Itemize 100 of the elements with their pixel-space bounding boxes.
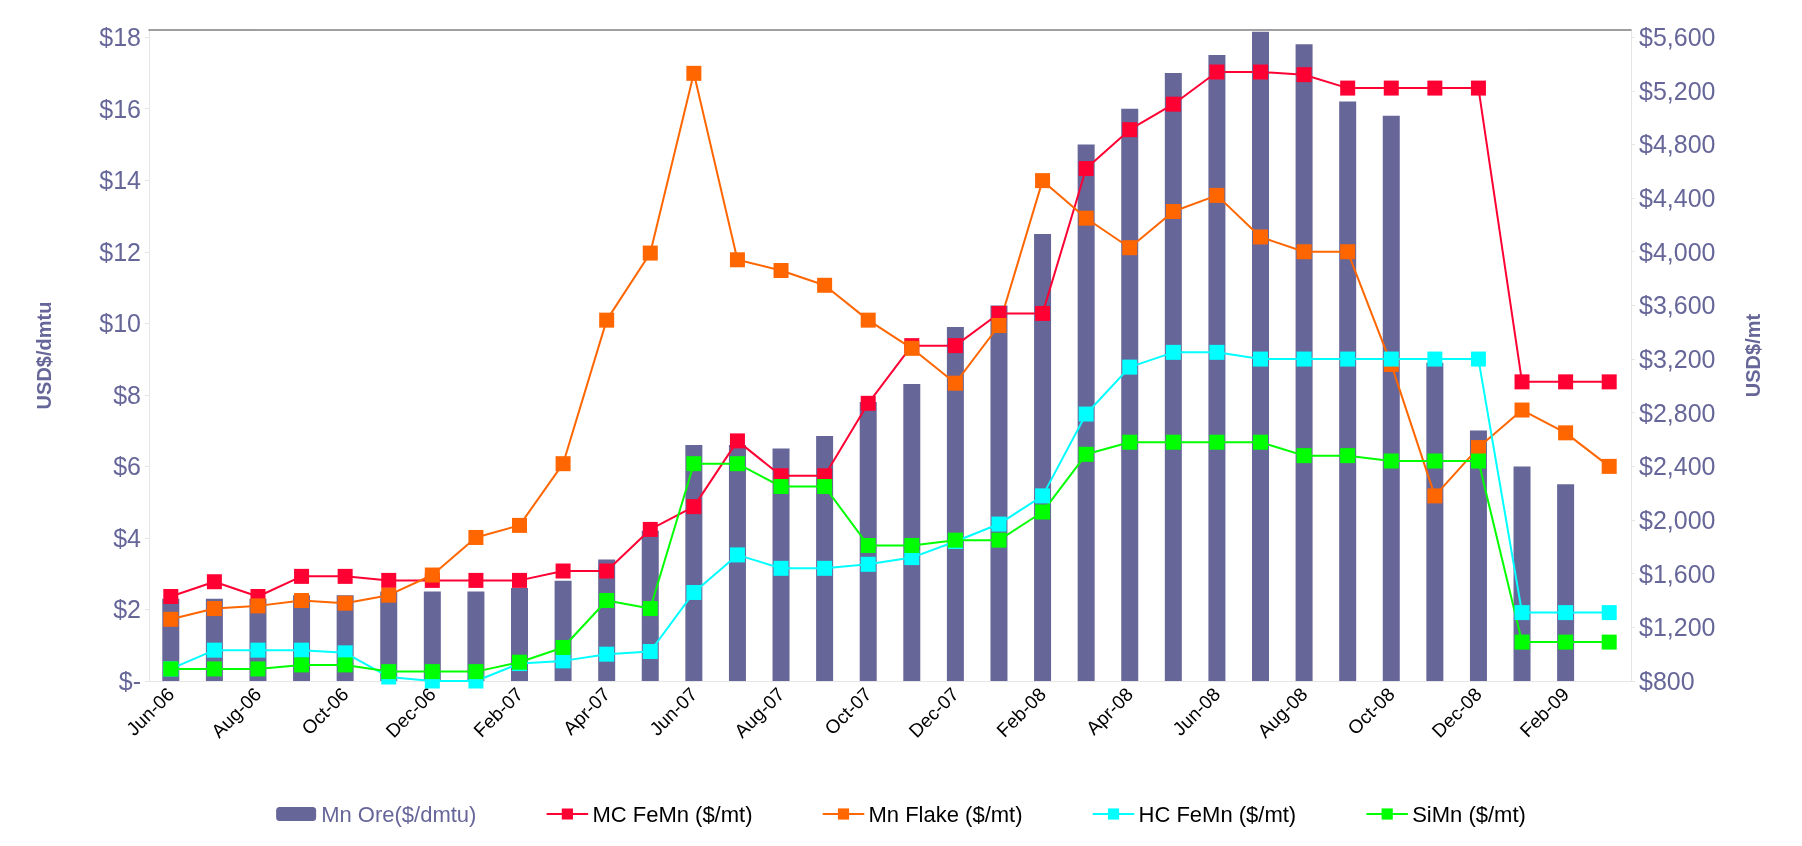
point: [1296, 351, 1312, 367]
point: [642, 521, 658, 537]
point: [1122, 434, 1138, 450]
point: [1470, 453, 1486, 469]
point: [1558, 374, 1574, 390]
point: [1514, 402, 1530, 418]
y2-tick-label: $5,200: [1639, 76, 1716, 105]
point: [1078, 446, 1094, 462]
point: [381, 664, 397, 680]
point: [1470, 351, 1486, 367]
point: [686, 456, 702, 472]
point: [860, 312, 876, 328]
point: [817, 478, 833, 494]
point: [1253, 434, 1268, 450]
y-tick-label: $4: [113, 523, 142, 552]
point: [1470, 440, 1486, 456]
bar: [1077, 144, 1095, 681]
legend-label: MC FeMn ($/mt): [592, 801, 753, 827]
point: [206, 574, 222, 590]
y2-tick-label: $2,400: [1639, 452, 1716, 481]
point: [860, 395, 876, 411]
point: [642, 245, 658, 261]
bar: [1121, 108, 1139, 681]
point: [1122, 122, 1138, 138]
point: [381, 572, 397, 588]
point: [1165, 344, 1181, 360]
point: [1383, 453, 1399, 469]
point: [337, 657, 353, 673]
y2-tick-label: $3,200: [1639, 345, 1716, 374]
point: [250, 642, 266, 658]
point: [1078, 210, 1094, 226]
point: [512, 572, 527, 588]
point: [163, 611, 179, 627]
point: [642, 601, 658, 617]
point: [555, 563, 571, 579]
bar: [903, 384, 921, 681]
point: [1253, 64, 1268, 80]
point: [1035, 504, 1051, 520]
point: [1209, 64, 1225, 80]
point: [424, 567, 440, 583]
point: [1165, 96, 1181, 112]
point: [1601, 374, 1617, 390]
bar: [1339, 101, 1357, 681]
y-tick-label: $6: [113, 452, 141, 481]
bar: [1295, 44, 1313, 681]
point: [773, 478, 789, 494]
y2-axis-title: USD$/mt: [1742, 313, 1764, 398]
point: [599, 312, 615, 328]
point: [1470, 80, 1486, 96]
point: [381, 587, 397, 603]
point: [1340, 244, 1356, 260]
point: [512, 517, 527, 533]
point: [1209, 344, 1225, 360]
point: [729, 547, 745, 563]
y2-tick-label: $3,600: [1639, 291, 1716, 320]
point: [250, 661, 266, 677]
point: [991, 318, 1007, 334]
y-tick-label: $2: [113, 595, 141, 624]
y-axis-title: USD$/dmtu: [33, 301, 55, 410]
point: [337, 595, 353, 611]
point: [468, 529, 484, 545]
point: [250, 598, 266, 614]
y-tick-label: $12: [99, 237, 141, 266]
point: [206, 661, 222, 677]
point: [1601, 634, 1617, 650]
legend-label: SiMn ($/mt): [1412, 801, 1526, 827]
y2-tick-label: $4,400: [1639, 184, 1716, 213]
legend-label: Mn Ore($/dmtu): [321, 801, 477, 827]
point: [1122, 359, 1138, 375]
y2-tick-label: $2,800: [1639, 398, 1716, 427]
point: [860, 538, 876, 554]
point: [424, 664, 440, 680]
point: [555, 456, 571, 472]
point: [991, 516, 1007, 532]
point: [1340, 448, 1356, 464]
y2-tick-label: $1,200: [1639, 613, 1716, 642]
point: [686, 65, 702, 81]
y2-tick-label: $5,600: [1639, 23, 1716, 52]
y2-tick-label: $4,800: [1639, 130, 1716, 159]
point: [773, 560, 789, 576]
point: [686, 499, 702, 515]
point: [294, 642, 310, 658]
point: [1296, 448, 1312, 464]
y2-tick-label: $1,600: [1639, 559, 1716, 588]
legend-label: HC FeMn ($/mt): [1138, 801, 1297, 827]
point: [294, 657, 310, 673]
point: [1296, 67, 1312, 83]
y-tick-label: $10: [99, 309, 141, 338]
point: [163, 588, 179, 604]
y2-tick-label: $4,000: [1639, 237, 1716, 266]
point: [817, 560, 833, 576]
point: [468, 572, 484, 588]
point: [468, 664, 484, 680]
point: [1383, 80, 1399, 96]
point: [1558, 425, 1574, 441]
legend-label: Mn Flake ($/mt): [868, 801, 1023, 827]
point: [1601, 458, 1617, 474]
point: [1340, 80, 1356, 96]
point: [1427, 351, 1443, 367]
point: [1427, 453, 1443, 469]
